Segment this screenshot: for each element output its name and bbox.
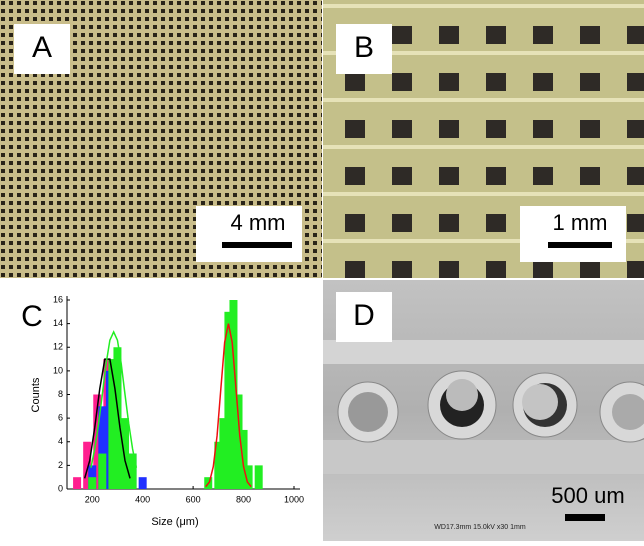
y-tick-label: 12	[53, 342, 63, 352]
bar	[73, 477, 81, 489]
bar	[113, 347, 121, 489]
x-tick-label: 800	[236, 494, 251, 504]
scale-bar	[548, 242, 612, 248]
scale-bar	[565, 514, 605, 521]
scale-bar-label: 1 mm	[553, 210, 608, 235]
panel-label: D	[353, 299, 375, 332]
page: {"panels": {"A": {"label": "A", "scale_b…	[0, 0, 644, 546]
y-tick-label: 10	[53, 365, 63, 375]
x-tick-label: 400	[135, 494, 150, 504]
panel-label: A	[32, 31, 52, 64]
y-tick-label: 2	[58, 460, 63, 470]
sem-info: WD17.3mm 15.0kV x30 1mm	[434, 524, 526, 531]
y-axis-label: Counts	[30, 377, 42, 412]
panel-label: C	[21, 300, 43, 333]
bar	[88, 477, 96, 489]
y-tick-label: 6	[58, 413, 63, 423]
panel-label: B	[354, 31, 374, 64]
y-tick-label: 16	[53, 294, 63, 304]
y-tick-label: 8	[58, 389, 63, 399]
x-tick-label: 200	[85, 494, 100, 504]
scale-bar	[222, 242, 292, 248]
bar	[129, 454, 137, 489]
bar	[121, 418, 129, 489]
bar	[98, 454, 106, 489]
y-tick-label: 14	[53, 318, 63, 328]
histogram: 0 2 4 6 8 10 12 14 16 200 400 600 800 1000	[53, 294, 304, 504]
figure: A 4 mm B 1 mm D 500 um WD17.3mm 15.0kV x…	[0, 0, 644, 541]
bar	[255, 465, 263, 489]
scale-bar-label: 4 mm	[231, 210, 286, 235]
bar	[139, 477, 147, 489]
scale-bar-label: 500 um	[551, 483, 624, 508]
x-axis-label: Size (μm)	[151, 516, 198, 528]
y-tick-label: 0	[58, 483, 63, 493]
y-tick-label: 4	[58, 436, 63, 446]
x-tick-label: 1000	[284, 494, 304, 504]
x-tick-label: 600	[186, 494, 201, 504]
